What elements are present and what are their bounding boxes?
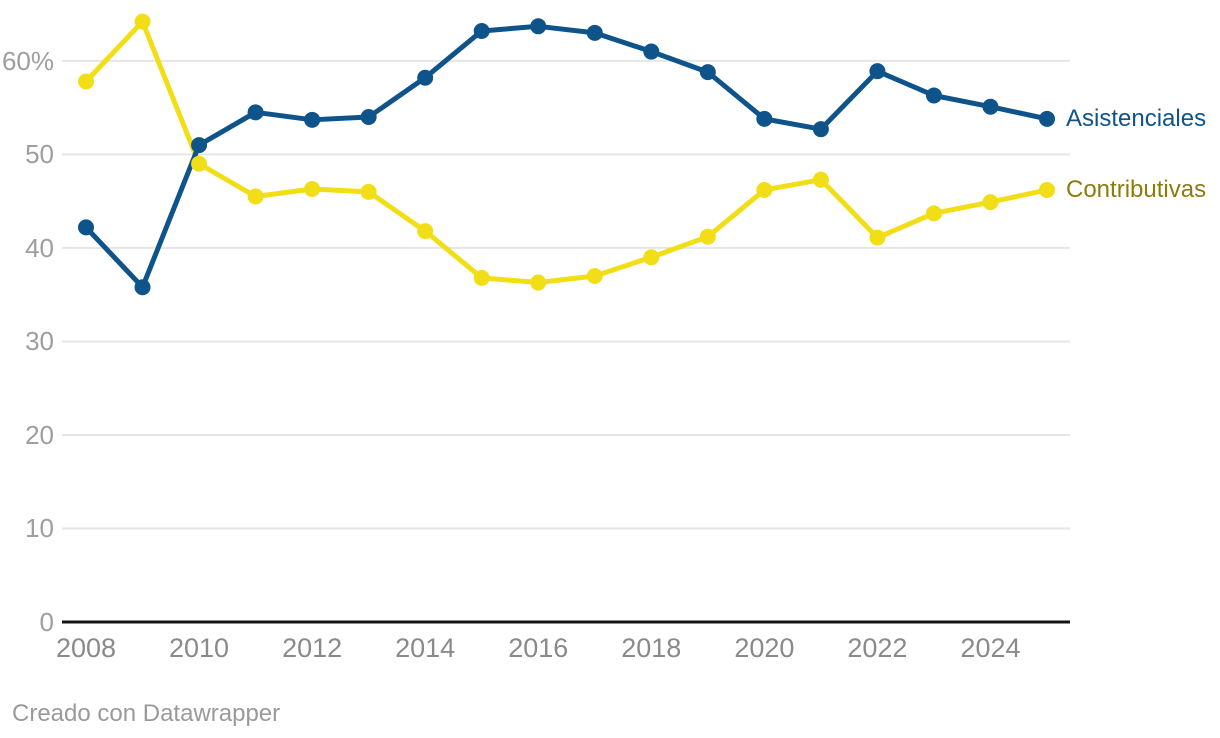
asistenciales-point-2023[interactable] xyxy=(925,87,942,104)
x-tick-2010: 2010 xyxy=(169,633,230,663)
asistenciales-point-2020[interactable] xyxy=(756,110,773,127)
attribution-link[interactable]: Creado con Datawrapper xyxy=(12,700,281,727)
y-tick-0: 0 xyxy=(39,607,54,637)
x-tick-2014: 2014 xyxy=(395,633,456,663)
asistenciales-point-2019[interactable] xyxy=(699,64,716,81)
asistenciales-point-2015[interactable] xyxy=(473,22,490,39)
contributivas-point-2013[interactable] xyxy=(360,183,377,200)
contributivas-line xyxy=(83,19,1050,286)
asistenciales-point-2017[interactable] xyxy=(586,24,603,41)
x-tick-2008: 2008 xyxy=(55,633,117,663)
asistenciales-point-2010[interactable] xyxy=(191,137,208,154)
contributivas-point-2023[interactable] xyxy=(925,205,942,222)
y-tick-10: 10 xyxy=(25,513,54,544)
contributivas-point-2020[interactable] xyxy=(756,181,773,198)
contributivas-point-2019[interactable] xyxy=(699,228,716,245)
asistenciales-point-2025[interactable] xyxy=(1039,110,1056,127)
contributivas-point-2012[interactable] xyxy=(304,181,321,198)
y-tick-20: 20 xyxy=(25,419,54,450)
contributivas-point-2014[interactable] xyxy=(417,223,434,240)
contributivas-point-2011[interactable] xyxy=(247,188,264,205)
contributivas-point-2025[interactable] xyxy=(1039,181,1056,198)
asistenciales-point-2016[interactable] xyxy=(530,18,547,35)
asistenciales-point-2009[interactable] xyxy=(134,279,151,296)
asistenciales-line xyxy=(83,23,1050,290)
x-tick-2020: 2020 xyxy=(734,633,795,663)
y-tick-60: 60% xyxy=(1,45,54,76)
contributivas-point-2018[interactable] xyxy=(643,249,660,266)
asistenciales-point-2008[interactable] xyxy=(78,219,94,236)
y-tick-40: 40 xyxy=(25,232,54,263)
contributivas-point-2008[interactable] xyxy=(78,73,94,90)
x-tick-2024: 2024 xyxy=(960,633,1021,663)
x-tick-2016: 2016 xyxy=(508,633,569,663)
contributivas-point-2016[interactable] xyxy=(530,274,547,291)
asistenciales-point-2022[interactable] xyxy=(869,63,886,80)
series-label-contributivas: Contributivas xyxy=(1066,175,1207,203)
y-tick-30: 30 xyxy=(25,326,54,357)
asistenciales-point-2018[interactable] xyxy=(643,43,660,60)
y-tick-50: 50 xyxy=(25,139,54,170)
asistenciales-point-2013[interactable] xyxy=(360,109,377,126)
contributivas-point-2017[interactable] xyxy=(586,267,603,284)
contributivas-point-2024[interactable] xyxy=(982,194,999,211)
asistenciales-point-2012[interactable] xyxy=(304,111,321,128)
contributivas-point-2021[interactable] xyxy=(812,171,829,188)
contributivas-point-2022[interactable] xyxy=(869,229,886,246)
asistenciales-point-2011[interactable] xyxy=(247,104,264,121)
x-tick-2018: 2018 xyxy=(621,633,682,663)
x-tick-2022: 2022 xyxy=(847,633,908,663)
asistenciales-point-2021[interactable] xyxy=(812,121,829,138)
asistenciales-point-2024[interactable] xyxy=(982,98,999,115)
x-tick-2012: 2012 xyxy=(282,633,343,663)
contributivas-point-2009[interactable] xyxy=(134,13,151,30)
contributivas-point-2015[interactable] xyxy=(473,269,490,286)
asistenciales-point-2014[interactable] xyxy=(417,69,434,86)
contributivas-point-2010[interactable] xyxy=(191,155,208,172)
series-label-asistenciales: Asistenciales xyxy=(1066,104,1207,132)
